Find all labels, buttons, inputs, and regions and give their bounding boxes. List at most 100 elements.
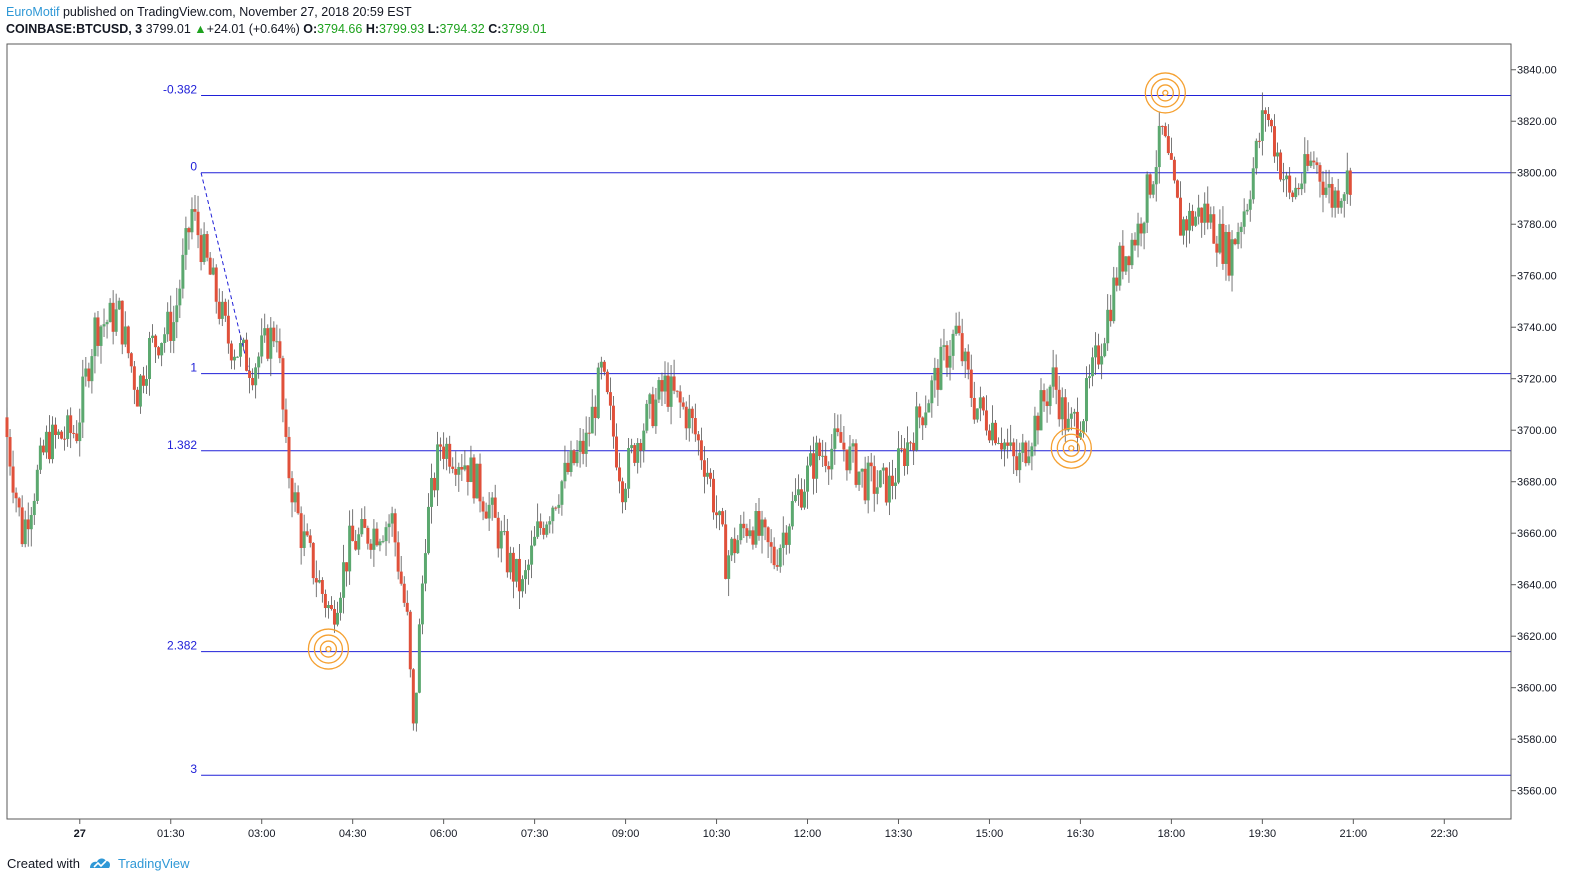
x-tick-label: 15:00 xyxy=(976,828,1004,840)
candle-body xyxy=(387,523,391,528)
y-tick-label: 3760.00 xyxy=(1517,271,1557,283)
tradingview-brand[interactable]: TradingView xyxy=(117,855,190,871)
candle-body xyxy=(484,511,488,519)
candle-body xyxy=(1145,174,1149,223)
candle-body xyxy=(69,415,73,433)
candle-body xyxy=(205,234,209,258)
x-tick-label: 09:00 xyxy=(612,828,640,840)
candle-body xyxy=(345,562,349,572)
plot-area[interactable] xyxy=(6,43,1512,820)
candle-body xyxy=(348,525,352,572)
candle-body xyxy=(593,406,597,419)
candle-body xyxy=(614,436,618,468)
candle-body xyxy=(1218,223,1222,253)
candle-body xyxy=(229,343,233,361)
y-tick-label: 3560.00 xyxy=(1517,786,1557,798)
price-axis[interactable]: 3840.00 3820.00 3800.00 3780.00 3760.00 3740.… xyxy=(1510,44,1557,819)
candle-body xyxy=(809,453,813,466)
candle-body xyxy=(1078,432,1082,438)
candle-body xyxy=(351,525,355,542)
candle-body xyxy=(1178,197,1182,236)
candle-body xyxy=(721,511,725,525)
candle-body xyxy=(736,540,740,554)
candle-body xyxy=(17,498,21,508)
candle-body xyxy=(906,442,910,467)
candle-body xyxy=(1260,110,1264,141)
candle-body xyxy=(1112,277,1116,322)
candle-body xyxy=(524,570,528,580)
candle-body xyxy=(924,412,928,426)
target-circle-icon[interactable] xyxy=(307,628,350,670)
candle-body xyxy=(981,397,985,411)
candle-body xyxy=(618,467,622,482)
candle-body xyxy=(742,523,746,529)
candle-body xyxy=(54,424,58,435)
candle-body xyxy=(572,450,576,464)
candle-body xyxy=(396,542,400,572)
candle-body xyxy=(678,391,682,403)
target-ring xyxy=(1062,439,1080,457)
candle-body xyxy=(463,465,467,470)
x-tick-label: 03:00 xyxy=(248,828,276,840)
fib-level-label: 1 xyxy=(190,361,197,375)
candle-body xyxy=(909,442,913,444)
time-axis[interactable]: 27 01:30 03:00 04:30 06:00 07:30 09:00 10:30 12:… xyxy=(7,818,1511,840)
candle-body xyxy=(138,375,142,407)
candle-body xyxy=(26,519,30,530)
candle-body xyxy=(123,326,127,345)
candle-body xyxy=(232,356,236,361)
candle-body xyxy=(842,442,846,450)
candle-body xyxy=(238,343,242,357)
candle-body xyxy=(660,380,664,392)
candle-body xyxy=(1066,418,1070,431)
candle-body xyxy=(1175,180,1179,198)
candle-body xyxy=(581,440,585,454)
candle-body xyxy=(645,403,649,431)
candle-body xyxy=(284,409,288,437)
candle-body xyxy=(320,579,324,594)
y-tick-label: 3660.00 xyxy=(1517,528,1557,540)
change-value: +24.01 (+0.64%) xyxy=(206,22,300,36)
target-circle-icon[interactable] xyxy=(1050,427,1092,469)
candle-body xyxy=(757,511,761,536)
candle-body xyxy=(511,552,515,582)
candle-body xyxy=(751,530,755,545)
target-ring xyxy=(1156,84,1174,102)
candle-body xyxy=(854,443,858,485)
candle-body xyxy=(132,366,136,390)
candle-body xyxy=(445,443,449,459)
candle-body xyxy=(978,397,982,409)
low-label: L: xyxy=(427,22,440,36)
candle-body xyxy=(715,512,719,516)
candle-body xyxy=(951,333,955,356)
candle-body xyxy=(460,466,464,470)
tradingview-logo-icon[interactable] xyxy=(88,855,112,871)
candle-body xyxy=(47,431,51,460)
candle-body xyxy=(960,333,964,362)
candle-body xyxy=(87,368,91,382)
author-name[interactable]: EuroMotif xyxy=(6,5,60,19)
candle-body xyxy=(1327,183,1331,188)
candle-body xyxy=(1163,126,1167,137)
candle-body xyxy=(1191,210,1195,226)
candle-body xyxy=(430,477,434,507)
low-value: 3794.32 xyxy=(439,22,485,36)
target-circle-icon[interactable] xyxy=(1144,72,1186,114)
candle-body xyxy=(57,431,61,435)
candle-body xyxy=(748,530,752,537)
candle-body xyxy=(1282,179,1286,181)
candle-body xyxy=(772,546,776,566)
candle-body xyxy=(11,466,15,493)
candle-body xyxy=(784,532,788,545)
candle-body xyxy=(708,472,712,479)
candle-body xyxy=(184,228,188,255)
candle-body xyxy=(936,367,940,390)
candle-body xyxy=(1279,152,1283,180)
y-tick-label: 3740.00 xyxy=(1517,322,1557,334)
candle-body xyxy=(336,612,340,625)
candle-body xyxy=(560,481,564,505)
candle-body xyxy=(596,367,600,419)
candle-body xyxy=(984,410,988,431)
candle-body xyxy=(181,254,185,289)
